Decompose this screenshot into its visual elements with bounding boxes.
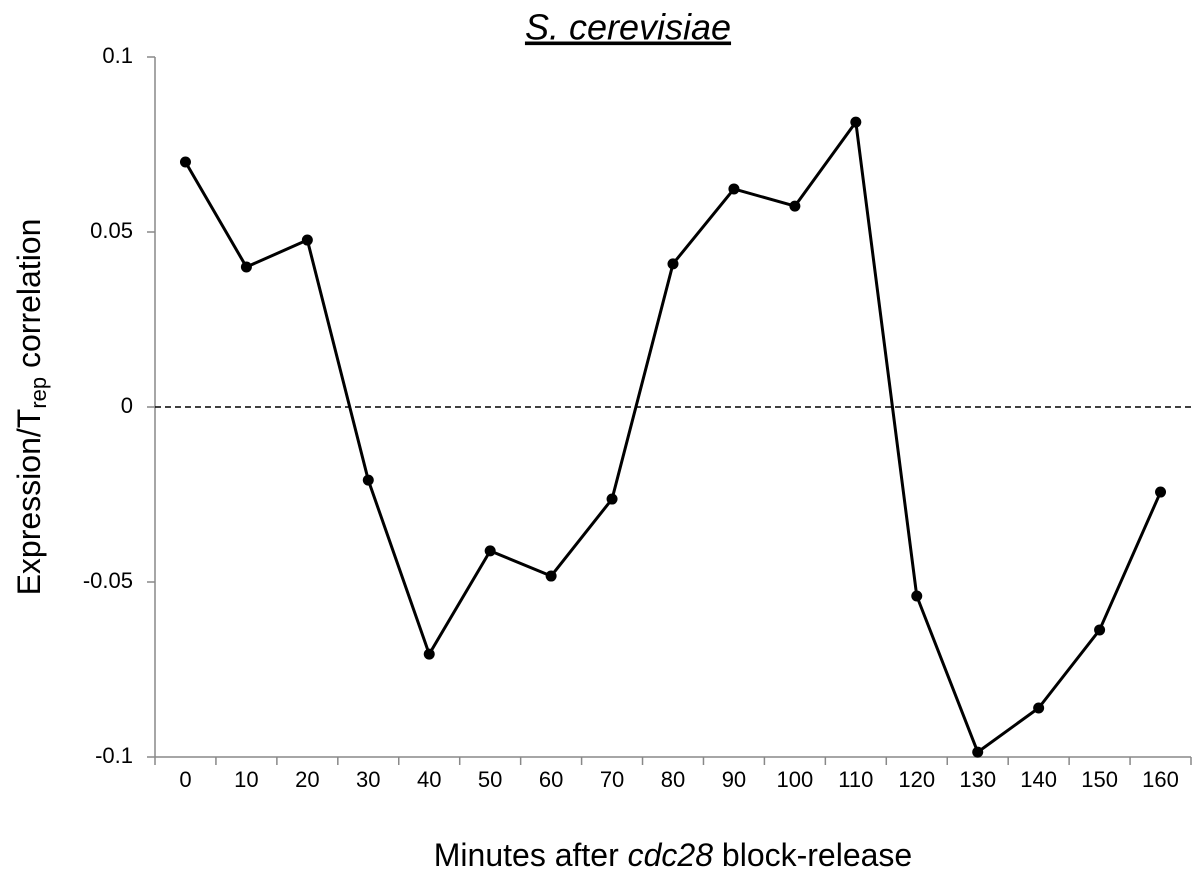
x-label-part: block-release [713, 837, 912, 873]
x-tick-label: 100 [777, 767, 814, 792]
data-point [545, 570, 557, 582]
x-tick-label: 60 [539, 767, 563, 792]
data-point [606, 493, 618, 505]
data-point [301, 234, 313, 246]
series-line [184, 120, 1162, 754]
y-tick-label: 0.05 [90, 218, 133, 243]
y-tick-label: 0.1 [102, 43, 133, 68]
x-label-part: cdc28 [628, 837, 714, 873]
x-tick-label: 120 [898, 767, 935, 792]
chart-title: S. cerevisiae [525, 7, 731, 48]
x-tick-label: 130 [959, 767, 996, 792]
y-tick-label: -0.05 [83, 568, 133, 593]
y-tick-label: 0 [121, 393, 133, 418]
data-point [728, 183, 740, 195]
x-tick-label: 50 [478, 767, 502, 792]
y-label-part: correlation [11, 219, 47, 377]
data-point [1155, 486, 1167, 498]
x-tick-label: 30 [356, 767, 380, 792]
data-point [667, 258, 679, 270]
data-point [1033, 702, 1045, 714]
x-label-part: Minutes after [434, 837, 628, 873]
data-point [850, 116, 862, 128]
data-point [911, 590, 923, 602]
x-tick-label: 90 [722, 767, 746, 792]
y-label-part: Expression/T [11, 409, 47, 596]
data-point [484, 545, 496, 557]
x-tick-label: 20 [295, 767, 319, 792]
data-point [423, 648, 435, 660]
data-point [362, 474, 374, 486]
data-point [1094, 624, 1106, 636]
x-axis-label: Minutes after cdc28 block-release [434, 837, 912, 873]
x-tick-label: 80 [661, 767, 685, 792]
data-point [972, 746, 984, 758]
x-tick-label: 160 [1142, 767, 1179, 792]
y-label-part: rep [26, 377, 51, 409]
x-tick-label: 40 [417, 767, 441, 792]
x-tick-label: 10 [234, 767, 258, 792]
y-tick-label: -0.1 [95, 743, 133, 768]
x-tick-label: 110 [838, 767, 873, 792]
x-tick-label: 150 [1081, 767, 1118, 792]
data-point [240, 261, 252, 273]
data-point [179, 156, 191, 168]
x-tick-label: 140 [1020, 767, 1057, 792]
y-axis-label: Expression/Trep correlation [11, 219, 50, 596]
x-tick-label: 0 [179, 767, 191, 792]
x-tick-label: 70 [600, 767, 624, 792]
data-point [789, 200, 801, 212]
